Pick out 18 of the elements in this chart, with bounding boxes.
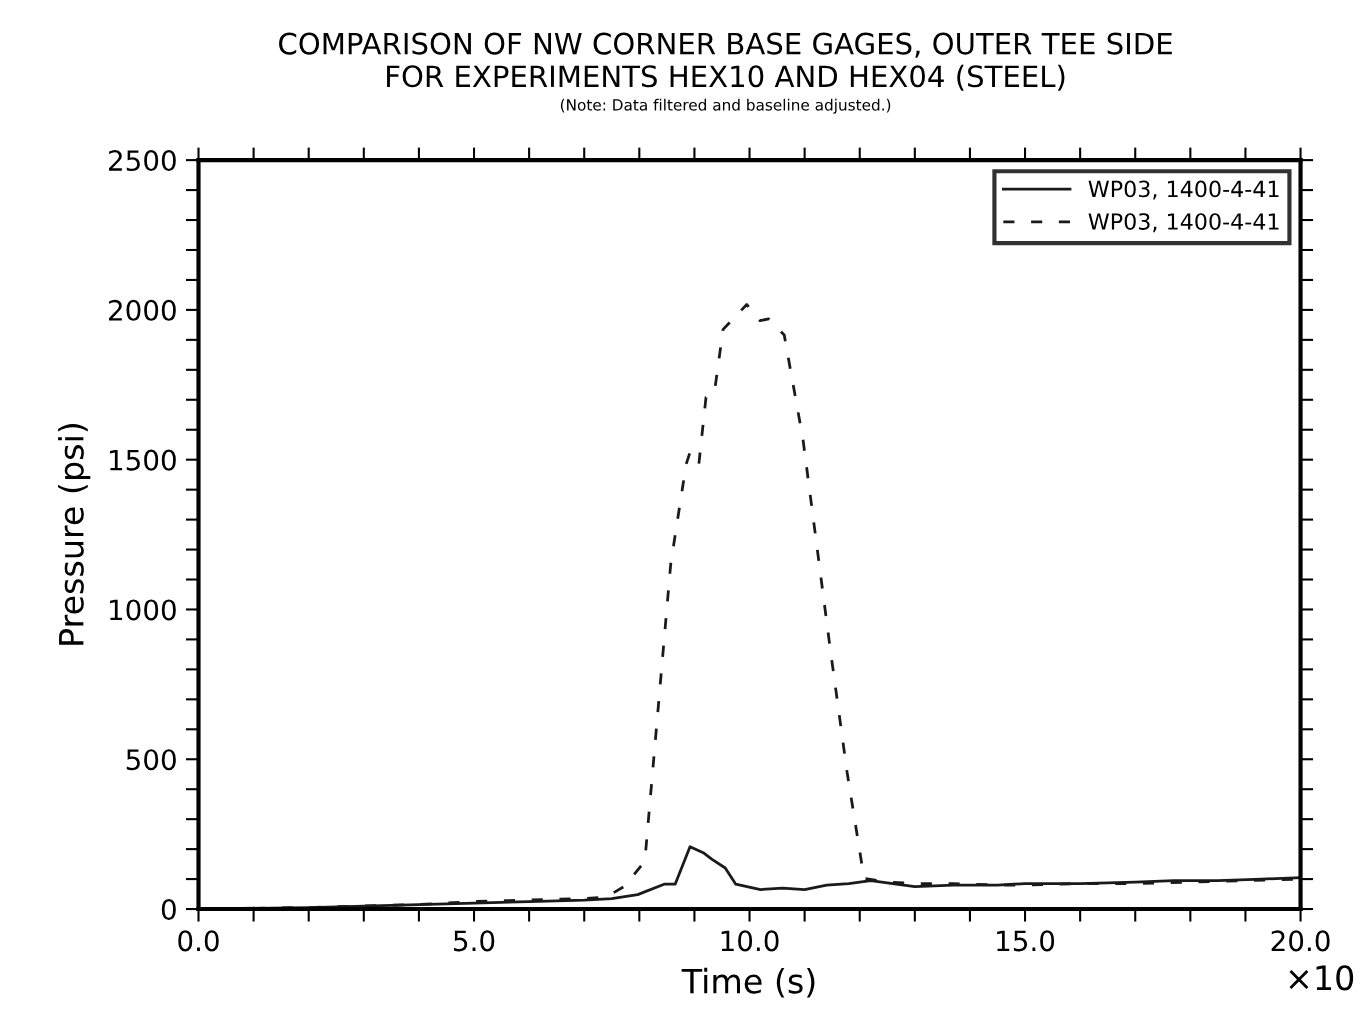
x-tick-label: 20.0 — [1271, 930, 1330, 952]
y-tick-label: 2500 — [109, 150, 176, 172]
text: ×10 — [1289, 965, 1354, 991]
chart-subtitle: (Note: Data filtered and baseline adjusted.) — [560, 98, 891, 114]
legend-label: WP03, 1400-4-41 — [1088, 213, 1279, 233]
y-tick-label: 0 — [161, 898, 176, 920]
legend-label: WP03, 1400-4-41 — [1088, 180, 1279, 200]
y-tick-label: 1000 — [110, 599, 176, 621]
y-tick-label: 2000 — [109, 299, 176, 321]
y-tick-label: 500 — [126, 749, 176, 771]
y-tick-label: 1500 — [110, 449, 176, 471]
x-tick-label: 0.0 — [178, 930, 219, 952]
x-tick-label: 10.0 — [721, 930, 779, 952]
x-tick-label: 5.0 — [454, 930, 495, 952]
x-tick-label: 15.0 — [997, 930, 1055, 952]
y-axis-title: Pressure (psi) — [58, 424, 91, 645]
chart-title: COMPARISON OF NW CORNER BASE GAGES, OUTER TEE SIDE FOR EXPERIMENTS HEX10 AND HEX04 (STEEL) — [279, 32, 1172, 91]
x-axis-title: Time (s) — [681, 967, 815, 998]
